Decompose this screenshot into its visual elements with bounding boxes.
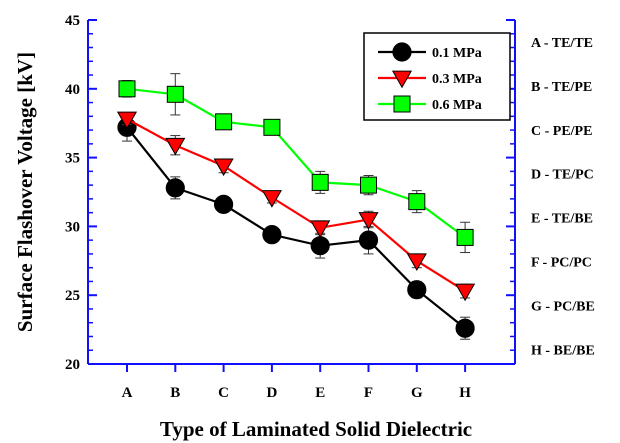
data-point	[406, 253, 427, 272]
y-tick-label: 35	[65, 151, 80, 167]
data-point	[408, 193, 426, 211]
legend-marker	[392, 42, 412, 62]
side-label: C - PE/PE	[531, 124, 592, 139]
series-1	[116, 111, 476, 302]
side-label: E - TE/BE	[531, 212, 593, 227]
data-point	[165, 137, 186, 156]
data-point	[214, 194, 234, 214]
x-tick-label: G	[411, 385, 423, 401]
side-label: B - TE/PE	[531, 80, 592, 95]
legend-entry: 0.3 MPa	[432, 72, 482, 87]
y-tick-label: 25	[65, 288, 80, 304]
side-label: A - TE/TE	[531, 36, 593, 51]
side-label: G - PC/BE	[531, 299, 595, 314]
x-tick-label: C	[218, 385, 229, 401]
data-point	[213, 158, 234, 177]
legend-marker	[391, 70, 413, 89]
legend: 0.1 MPa 0.3 MPa 0.6 MPa	[363, 32, 511, 121]
series-0	[117, 113, 475, 340]
data-point	[358, 212, 379, 230]
x-tick-label: E	[315, 385, 325, 401]
x-tick-label: D	[266, 385, 277, 401]
legend-box	[363, 32, 511, 121]
y-tick-label: 20	[65, 357, 80, 373]
data-point	[116, 111, 138, 130]
data-point	[166, 85, 184, 103]
series-layer	[116, 73, 476, 340]
side-label: F - PC/PC	[531, 256, 592, 271]
legend-entry: 0.6 MPa	[432, 98, 482, 113]
x-tick-label: F	[364, 385, 373, 401]
side-labels: A - TE/TE B - TE/PE C - PE/PE D - TE/PC E - …	[531, 36, 595, 358]
data-point	[262, 225, 282, 245]
data-point	[215, 113, 233, 131]
data-point	[455, 283, 476, 302]
data-point	[358, 230, 379, 250]
data-point	[360, 176, 377, 194]
data-point	[261, 190, 282, 208]
x-tick-label: H	[459, 385, 471, 401]
data-point	[310, 236, 330, 256]
data-point	[455, 318, 475, 338]
legend-marker	[393, 95, 411, 113]
legend-entry: 0.1 MPa	[432, 46, 482, 61]
series-2	[118, 73, 474, 254]
side-label: H - BE/BE	[531, 343, 595, 358]
y-tick-label: 40	[65, 82, 80, 98]
y-axis-title: Surface Flashover Voltage [kV]	[13, 52, 37, 332]
data-point	[310, 220, 331, 238]
data-point	[311, 173, 329, 191]
side-label: D - TE/PC	[531, 168, 594, 183]
x-axis-title: Type of Laminated Solid Dielectric	[160, 417, 472, 441]
axes: 20 25 30 35 40 45 A B C D E F G H	[65, 13, 516, 401]
y-tick-label: 30	[65, 219, 80, 235]
x-tick-label: A	[122, 385, 133, 401]
data-point	[456, 228, 474, 246]
data-point	[263, 118, 281, 136]
data-point	[118, 80, 136, 98]
data-point	[165, 178, 185, 198]
data-point	[407, 280, 427, 300]
x-tick-label: B	[170, 385, 180, 401]
y-tick-label: 45	[65, 13, 80, 29]
